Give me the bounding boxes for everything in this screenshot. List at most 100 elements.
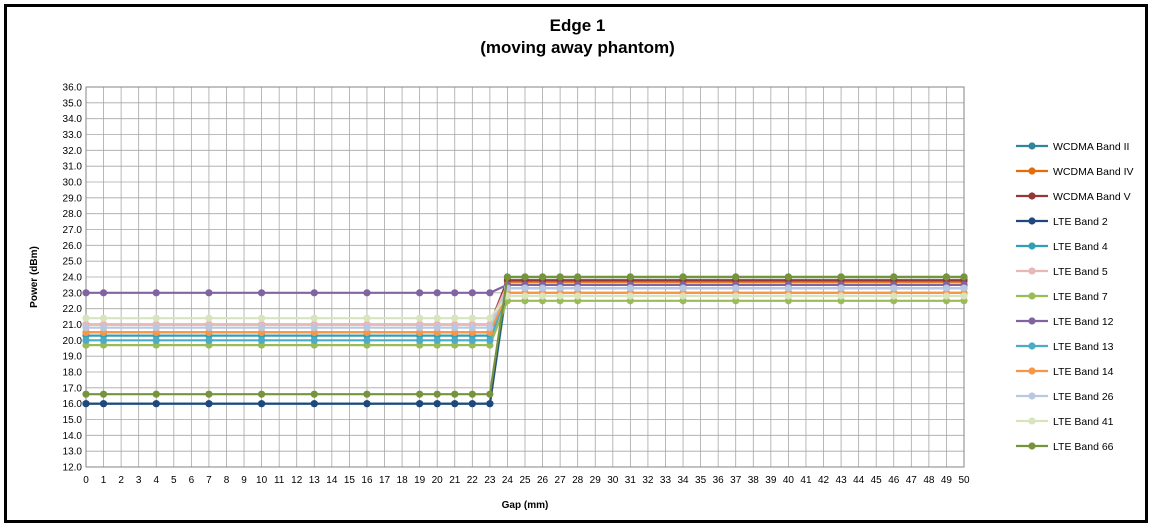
y-tick-label: 32.0: [63, 146, 83, 157]
legend-swatch-marker: [1028, 392, 1036, 400]
legend-swatch-marker: [1028, 142, 1036, 150]
data-point: [433, 314, 441, 322]
x-tick-label: 33: [660, 475, 672, 486]
x-tick-label: 38: [748, 475, 760, 486]
x-tick-label: 16: [361, 475, 373, 486]
x-tick-label: 9: [241, 475, 247, 486]
data-point: [451, 400, 459, 408]
data-point: [574, 292, 582, 300]
data-point: [837, 273, 845, 281]
legend-item: WCDMA Band IV: [1016, 166, 1134, 178]
data-point: [626, 273, 634, 281]
data-point: [416, 324, 424, 332]
data-point: [574, 273, 582, 281]
data-point: [732, 284, 740, 292]
data-point: [486, 289, 494, 297]
legend-label: LTE Band 26: [1053, 391, 1114, 403]
data-point: [468, 324, 476, 332]
data-point: [363, 400, 371, 408]
legend-label: LTE Band 14: [1053, 366, 1114, 378]
legend-label: LTE Band 12: [1053, 316, 1114, 328]
x-tick-label: 45: [871, 475, 883, 486]
data-point: [960, 284, 968, 292]
data-point: [574, 284, 582, 292]
x-tick-label: 20: [432, 475, 444, 486]
data-point: [433, 289, 441, 297]
data-point: [363, 324, 371, 332]
legend-label: LTE Band 4: [1053, 241, 1108, 253]
data-point: [310, 289, 318, 297]
x-tick-label: 11: [274, 475, 285, 486]
y-tick-label: 35.0: [63, 98, 83, 109]
data-point: [837, 292, 845, 300]
y-tick-label: 23.0: [63, 288, 83, 299]
data-point: [416, 400, 424, 408]
y-tick-label: 31.0: [63, 162, 83, 173]
legend-swatch-marker: [1028, 417, 1036, 425]
legend-swatch-marker: [1028, 367, 1036, 375]
data-point: [521, 292, 529, 300]
data-point: [890, 284, 898, 292]
data-point: [82, 289, 90, 297]
data-point: [451, 336, 459, 344]
data-point: [99, 289, 108, 297]
data-point: [486, 314, 494, 322]
x-tick-label: 36: [713, 475, 725, 486]
data-point: [363, 289, 371, 297]
data-point: [784, 284, 793, 292]
data-point: [521, 284, 529, 292]
x-tick-label: 4: [153, 475, 159, 486]
x-tick-label: 43: [836, 475, 848, 486]
x-tick-label: 42: [818, 475, 830, 486]
data-point: [258, 390, 266, 398]
data-point: [960, 273, 968, 281]
y-tick-label: 26.0: [63, 241, 83, 252]
data-point: [521, 273, 529, 281]
legend-label: LTE Band 13: [1053, 341, 1114, 353]
data-point: [468, 314, 476, 322]
data-point: [890, 273, 898, 281]
x-tick-label: 32: [642, 475, 654, 486]
data-point: [258, 324, 266, 332]
data-point: [152, 336, 160, 344]
legend-swatch-marker: [1028, 167, 1036, 175]
data-point: [679, 284, 687, 292]
data-point: [205, 314, 213, 322]
x-tick-label: 22: [467, 475, 479, 486]
data-point: [310, 400, 318, 408]
x-tick-label: 8: [224, 475, 230, 486]
x-tick-label: 12: [291, 475, 303, 486]
data-point: [363, 390, 371, 398]
x-tick-label: 35: [695, 475, 707, 486]
y-tick-label: 25.0: [63, 257, 83, 268]
x-tick-label: 26: [537, 475, 549, 486]
series-line: [82, 292, 968, 322]
data-point: [837, 284, 845, 292]
data-point: [152, 289, 160, 297]
data-point: [205, 336, 213, 344]
data-point: [99, 336, 108, 344]
legend-item: LTE Band 26: [1016, 391, 1114, 403]
data-point: [732, 273, 740, 281]
legend: WCDMA Band II WCDMA Band IV WCDMA Band V LT…: [1016, 141, 1134, 453]
data-point: [433, 400, 441, 408]
y-tick-label: 21.0: [63, 320, 83, 331]
data-point: [503, 273, 512, 281]
legend-swatch-marker: [1028, 267, 1036, 275]
x-tick-label: 30: [607, 475, 619, 486]
y-tick-label: 36.0: [63, 83, 83, 94]
data-point: [205, 400, 213, 408]
data-point: [99, 390, 108, 398]
x-tick-label: 34: [677, 475, 689, 486]
legend-label: LTE Band 5: [1053, 266, 1108, 278]
legend-swatch-marker: [1028, 442, 1036, 450]
data-point: [556, 292, 564, 300]
legend-item: LTE Band 14: [1016, 366, 1114, 378]
legend-item: LTE Band 13: [1016, 341, 1114, 353]
data-point: [486, 390, 494, 398]
data-point: [784, 292, 793, 300]
data-point: [152, 390, 160, 398]
data-point: [258, 336, 266, 344]
data-point: [99, 314, 108, 322]
x-tick-label: 6: [189, 475, 195, 486]
